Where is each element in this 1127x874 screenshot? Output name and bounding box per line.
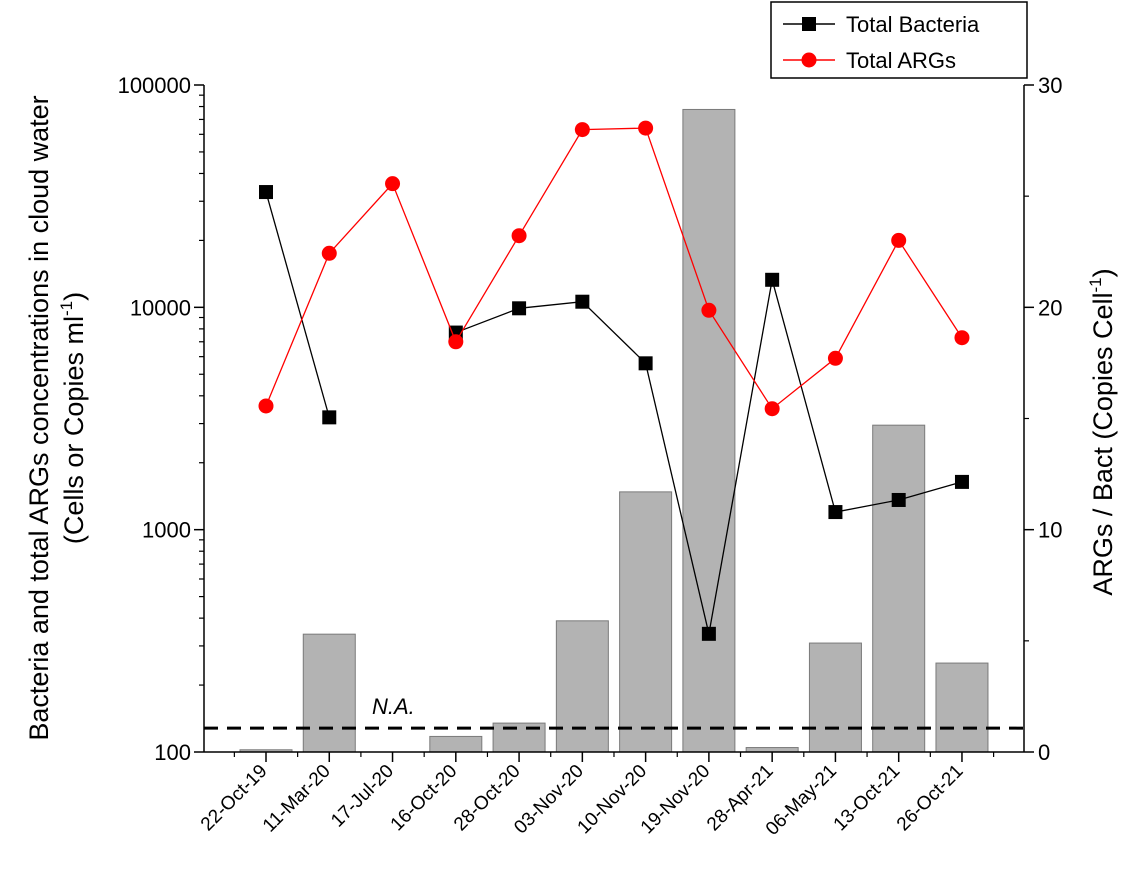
legend-swatch-marker <box>802 17 816 31</box>
right-tick-label: 20 <box>1038 295 1062 320</box>
bar-06-May-21 <box>808 642 862 753</box>
bar-26-Oct-21 <box>935 662 989 753</box>
total-bacteria-point <box>828 505 843 520</box>
left-axis-title-line1: Bacteria and total ARGs concentrations i… <box>24 95 54 740</box>
bar-03-Nov-20 <box>555 620 609 753</box>
total-args-point <box>954 330 970 346</box>
bar-11-Mar-20 <box>302 633 356 753</box>
left-axis-title-line2: (Cells or Copies ml-1) <box>57 292 89 544</box>
total-args-point <box>764 401 780 417</box>
bar-16-Oct-20 <box>429 735 483 753</box>
total-args-point <box>574 122 590 138</box>
total-bacteria-point <box>512 301 527 316</box>
legend: Total Bacteria Total ARGs <box>770 1 1028 79</box>
right-tick-label: 10 <box>1038 518 1062 543</box>
total-bacteria-point <box>259 185 273 200</box>
right-tick-label: 0 <box>1038 740 1050 765</box>
total-args-point <box>448 334 464 350</box>
total-bacteria-line <box>265 191 330 418</box>
total-args-line <box>265 127 963 410</box>
legend-label-total-bacteria: Total Bacteria <box>846 12 980 37</box>
total-args-point <box>385 176 401 192</box>
total-bacteria-point <box>322 410 337 425</box>
x-tick-label: 26-Oct-21 <box>893 761 968 836</box>
total-args-point <box>321 245 337 261</box>
left-tick-label: 100000 <box>118 73 191 98</box>
bar-19-Nov-20 <box>682 108 736 753</box>
x-tick-label: 13-Oct-21 <box>830 761 905 836</box>
bar-10-Nov-20 <box>619 491 673 753</box>
series-layer <box>258 120 970 641</box>
total-bacteria-point <box>638 356 653 371</box>
legend-swatch-marker <box>801 52 817 68</box>
total-bacteria-point <box>954 474 969 489</box>
total-args-point <box>701 302 717 318</box>
right-axis-title: ARGs / Bact (Copies Cell-1) <box>1086 268 1118 595</box>
x-tick-label: 11-Mar-20 <box>259 761 335 837</box>
na-label: N.A. <box>372 694 415 719</box>
bars-layer <box>239 108 989 753</box>
total-args-point <box>258 398 274 414</box>
reference-line-layer: N.A. <box>204 694 1024 730</box>
x-tick-label: 19-Nov-20 <box>637 761 715 839</box>
right-tick-label: 30 <box>1038 73 1062 98</box>
total-args-point <box>827 350 843 366</box>
total-bacteria-point <box>891 492 906 507</box>
total-bacteria-point <box>701 626 716 641</box>
legend-label-total-args: Total ARGs <box>846 48 956 73</box>
left-tick-label: 100 <box>154 740 191 765</box>
bar-13-Oct-21 <box>872 424 926 753</box>
total-args-point <box>511 228 527 244</box>
total-bacteria-point <box>765 272 780 287</box>
total-args-point <box>638 120 654 136</box>
left-tick-label: 1000 <box>142 518 191 543</box>
total-bacteria-point <box>575 294 590 309</box>
x-tick-label: 16-Oct-20 <box>387 761 462 836</box>
total-args-point <box>891 232 907 248</box>
left-tick-label: 10000 <box>130 295 191 320</box>
